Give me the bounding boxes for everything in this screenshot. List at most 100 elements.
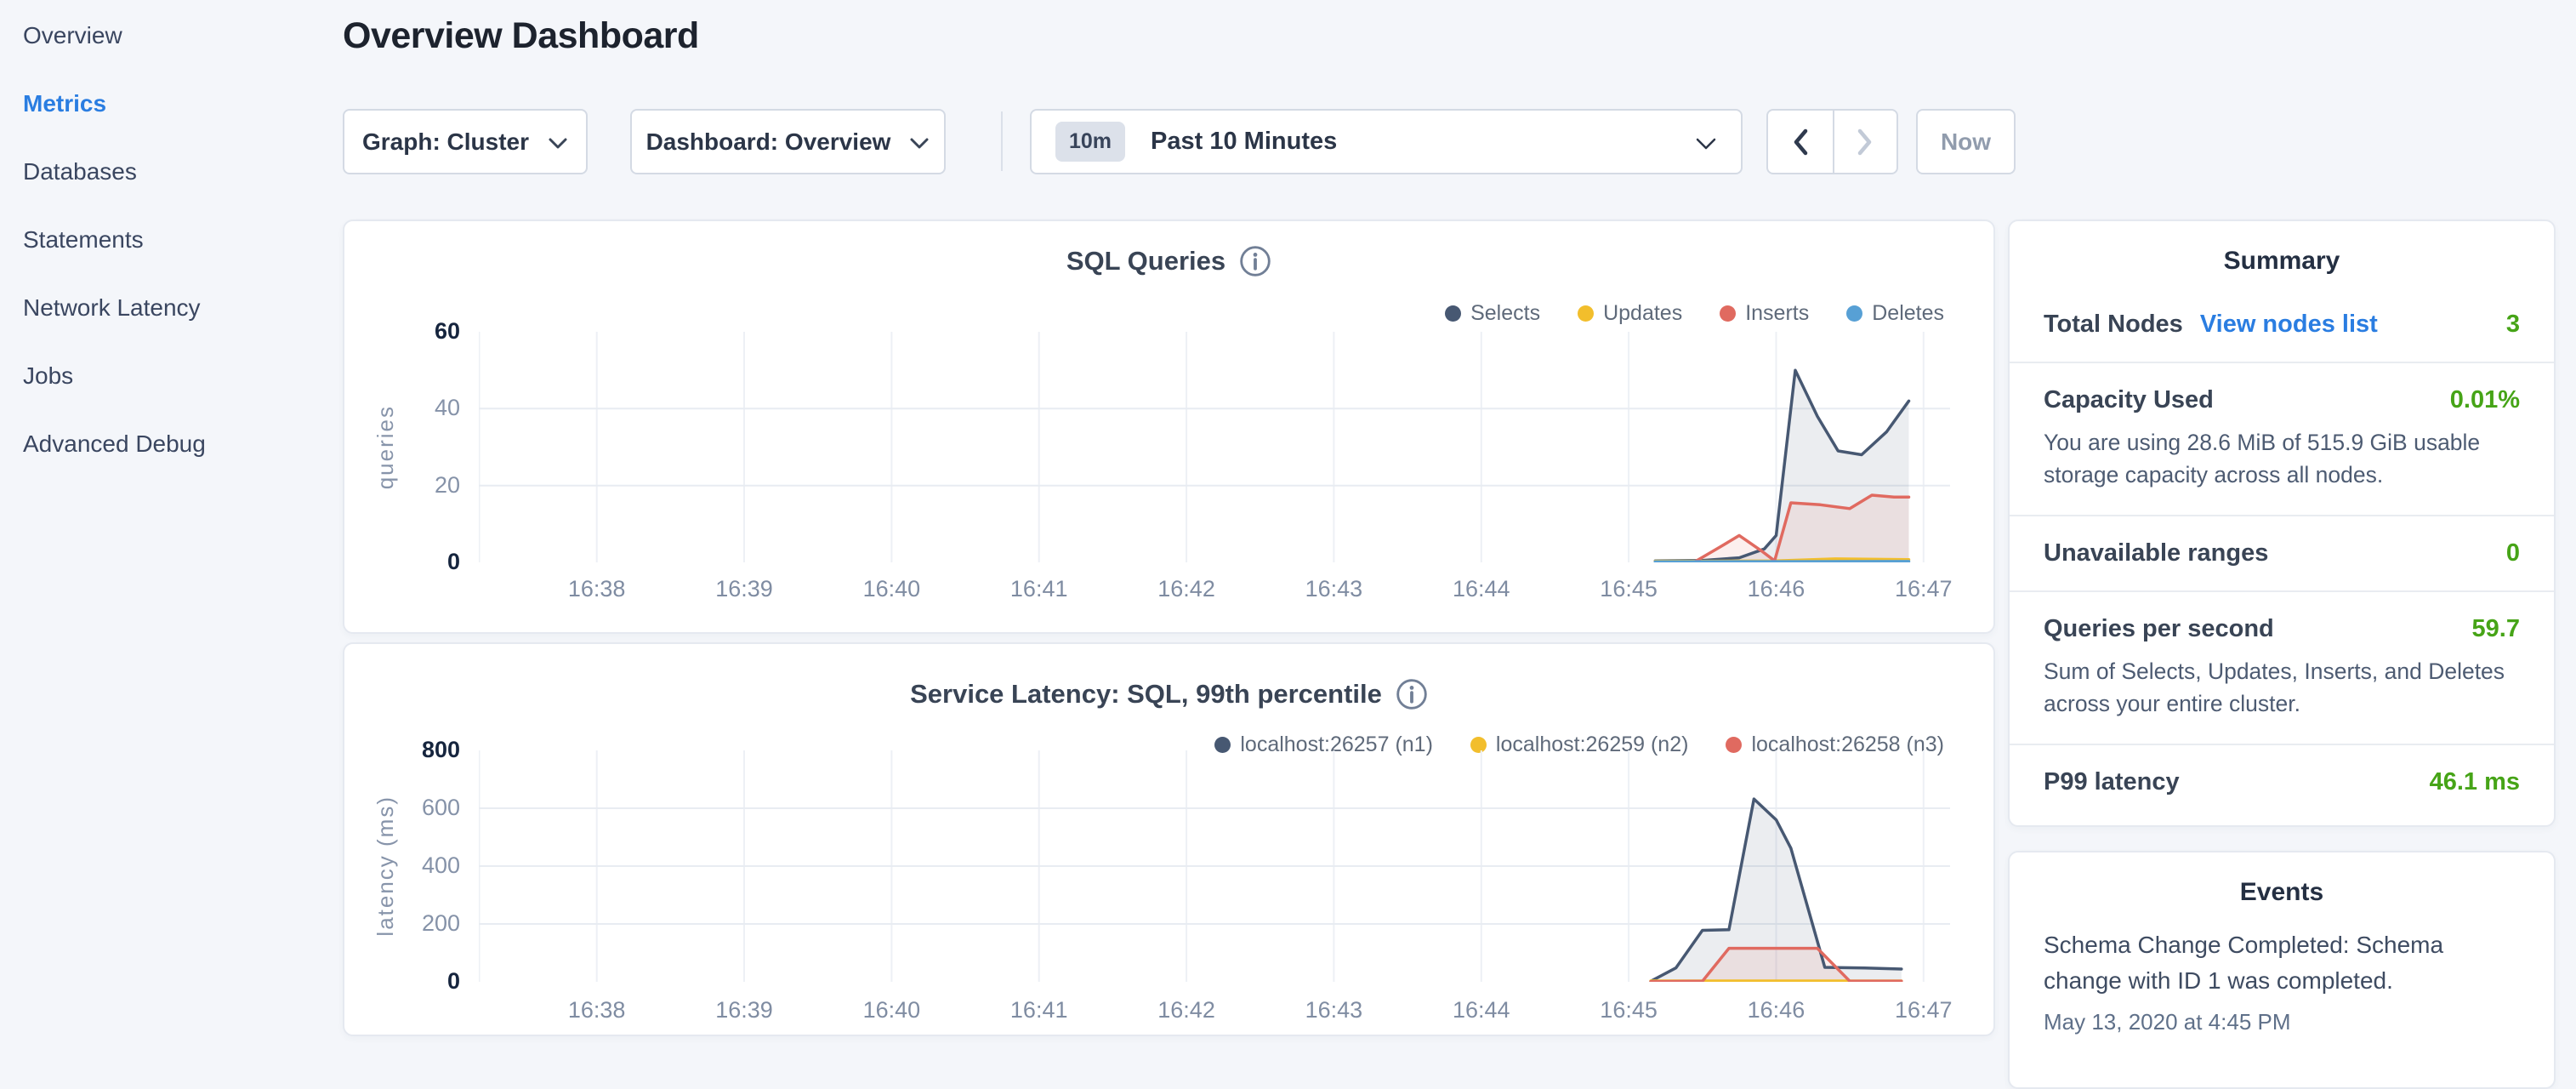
prev-range-button[interactable] xyxy=(1768,111,1833,173)
summary-panel: Summary Total Nodes View nodes list 3 Ca… xyxy=(2008,220,2556,827)
legend-item[interactable]: localhost:26258 (n3) xyxy=(1726,733,1944,757)
chevron-down-icon xyxy=(549,138,567,149)
summary-row-description: Sum of Selects, Updates, Inserts, and De… xyxy=(2044,658,2505,717)
sidebar-item-overview[interactable]: Overview xyxy=(23,22,122,48)
dashboard-dropdown-label: Dashboard: Overview xyxy=(645,128,891,155)
summary-title: Summary xyxy=(2223,247,2340,275)
events-panel: Events Schema Change Completed: Schema c… xyxy=(2008,851,2556,1089)
chart-legend: localhost:26257 (n1) localhost:26259 (n2)… xyxy=(1214,733,1944,757)
x-axis-tick: 16:39 xyxy=(715,576,773,602)
legend-item[interactable]: Inserts xyxy=(1720,301,1809,326)
y-axis-tick: 600 xyxy=(421,795,460,820)
legend-dot-icon xyxy=(1578,305,1595,322)
page-title: Overview Dashboard xyxy=(343,15,699,56)
sidebar-item-advanced-debug[interactable]: Advanced Debug xyxy=(23,430,206,457)
legend-label: Inserts xyxy=(1745,301,1810,325)
service-latency-chart-card: Service Latency: SQL, 99th percentile loc… xyxy=(343,642,1995,1036)
summary-row-description: You are using 28.6 MiB of 515.9 GiB usab… xyxy=(2044,430,2481,488)
y-axis-tick: 0 xyxy=(446,968,460,994)
x-axis-tick: 16:45 xyxy=(1600,997,1658,1023)
summary-row-label: Capacity Used xyxy=(2044,386,2214,413)
event-timestamp: May 13, 2020 at 4:45 PM xyxy=(2044,1009,2291,1035)
x-axis-tick: 16:41 xyxy=(1009,997,1068,1023)
time-range-label: Past 10 Minutes xyxy=(1151,128,1338,155)
graph-dropdown-label: Graph: Cluster xyxy=(361,128,530,155)
sidebar-item-statements[interactable]: Statements xyxy=(23,226,144,253)
sidebar: Overview Metrics Databases Statements Ne… xyxy=(0,0,340,1052)
y-axis-tick: 40 xyxy=(434,395,460,421)
sidebar-item-databases[interactable]: Databases xyxy=(23,158,137,185)
legend-dot-icon xyxy=(1470,737,1487,753)
sidebar-item-metrics[interactable]: Metrics xyxy=(23,90,107,117)
sidebar-item-network-latency[interactable]: Network Latency xyxy=(23,294,201,321)
legend-dot-icon xyxy=(1445,305,1462,322)
chart-legend: Selects Updates Inserts Deletes xyxy=(1445,301,1944,326)
x-axis-tick: 16:47 xyxy=(1895,576,1953,602)
legend-item[interactable]: localhost:26259 (n2) xyxy=(1470,733,1689,757)
x-axis-tick: 16:42 xyxy=(1157,997,1215,1023)
summary-row-label: Total Nodes xyxy=(2044,311,2183,338)
summary-row-value: 0 xyxy=(2505,539,2520,567)
y-axis-tick: 20 xyxy=(434,471,460,498)
view-nodes-list-link[interactable]: View nodes list xyxy=(2199,311,2378,338)
summary-row-label: P99 latency xyxy=(2044,767,2180,795)
legend-dot-icon xyxy=(1720,305,1737,322)
chart-title: SQL Queries xyxy=(344,245,1993,277)
chart-plot[interactable] xyxy=(479,332,1950,562)
summary-row-value: 46.1 ms xyxy=(2429,767,2520,795)
x-axis-tick: 16:41 xyxy=(1009,576,1068,602)
time-range-select[interactable]: 10m Past 10 Minutes xyxy=(1030,109,1743,174)
x-axis-tick: 16:43 xyxy=(1305,576,1363,602)
chevron-right-icon xyxy=(1858,128,1872,155)
x-axis-tick: 16:42 xyxy=(1157,576,1215,602)
chart-plot[interactable] xyxy=(479,750,1950,982)
sidebar-item-jobs[interactable]: Jobs xyxy=(23,362,74,389)
event-message: Schema Change Completed: Schema change w… xyxy=(2044,932,2444,994)
legend-dot-icon xyxy=(1846,305,1863,322)
y-axis-tick: 400 xyxy=(421,852,460,878)
legend-label: Updates xyxy=(1603,301,1683,325)
legend-label: Deletes xyxy=(1872,301,1944,325)
events-title: Events xyxy=(2239,878,2324,906)
chart-title: Service Latency: SQL, 99th percentile xyxy=(344,678,1993,710)
legend-label: localhost:26258 (n3) xyxy=(1751,733,1944,756)
legend-item[interactable]: Deletes xyxy=(1846,301,1944,326)
x-axis-tick: 16:46 xyxy=(1747,576,1805,602)
event-item[interactable]: Schema Change Completed: Schema change w… xyxy=(2010,907,2554,1035)
x-axis-tick: 16:38 xyxy=(567,997,626,1023)
chevron-left-icon xyxy=(1794,128,1807,155)
x-axis-tick: 16:44 xyxy=(1452,576,1510,602)
y-axis-tick: 200 xyxy=(421,910,460,936)
info-icon[interactable] xyxy=(1396,678,1428,710)
x-axis-tick: 16:40 xyxy=(862,997,921,1023)
x-axis-tick: 16:47 xyxy=(1895,997,1953,1023)
summary-row-value: 59.7 xyxy=(2471,614,2520,642)
graph-dropdown[interactable]: Graph: Cluster xyxy=(343,109,588,174)
legend-dot-icon xyxy=(1214,737,1231,753)
y-axis-tick: 60 xyxy=(434,318,460,344)
legend-item[interactable]: Selects xyxy=(1445,301,1540,326)
summary-row-total-nodes: Total Nodes View nodes list 3 xyxy=(2010,288,2554,363)
summary-row-capacity-used: Capacity Used 0.01% You are using 28.6 M… xyxy=(2010,363,2554,516)
legend-item[interactable]: Updates xyxy=(1578,301,1682,326)
x-axis-tick: 16:40 xyxy=(862,576,921,602)
now-button[interactable]: Now xyxy=(1916,109,2016,174)
y-axis-tick: 800 xyxy=(421,737,460,762)
x-axis-tick: 16:39 xyxy=(715,997,773,1023)
info-icon[interactable] xyxy=(1239,245,1271,277)
dashboard-dropdown[interactable]: Dashboard: Overview xyxy=(630,109,946,174)
summary-row-label: Queries per second xyxy=(2044,614,2274,642)
chevron-down-icon xyxy=(1696,138,1716,149)
legend-item[interactable]: localhost:26257 (n1) xyxy=(1214,733,1433,757)
time-range-arrows xyxy=(1766,109,1898,174)
legend-label: localhost:26259 (n2) xyxy=(1495,733,1689,756)
legend-label: Selects xyxy=(1470,301,1541,325)
summary-row-label: Unavailable ranges xyxy=(2044,539,2269,567)
summary-row-unavailable-ranges: Unavailable ranges 0 xyxy=(2010,516,2554,592)
summary-row-value: 3 xyxy=(2505,311,2520,338)
summary-row-value: 0.01% xyxy=(2449,386,2520,413)
next-range-button[interactable] xyxy=(1832,111,1897,173)
y-axis-tick: 0 xyxy=(446,549,460,574)
legend-label: localhost:26257 (n1) xyxy=(1240,733,1433,756)
y-axis-label: latency (ms) xyxy=(372,795,398,937)
